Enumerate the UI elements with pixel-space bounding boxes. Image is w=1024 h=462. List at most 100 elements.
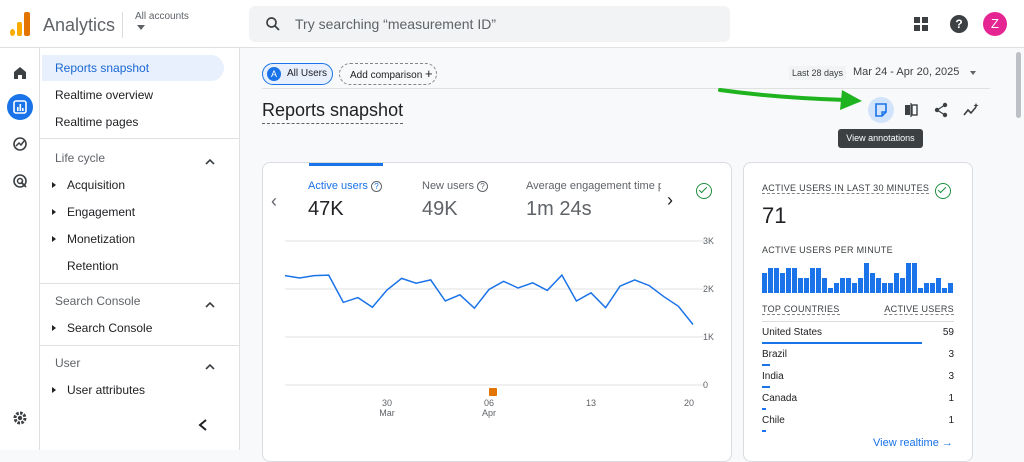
per-minute-bar[interactable] xyxy=(894,273,899,293)
series-line-active-users xyxy=(285,275,693,324)
apps-grid-icon[interactable] xyxy=(914,17,928,31)
nav-retention[interactable]: Retention xyxy=(52,259,222,273)
y-tick-label: 0 xyxy=(703,380,708,390)
nav-search-console[interactable]: Search Console xyxy=(52,321,222,335)
per-minute-bar[interactable] xyxy=(822,278,827,293)
per-minute-bar[interactable] xyxy=(888,283,893,293)
advertising-icon[interactable] xyxy=(7,168,33,194)
chevron-up-icon[interactable] xyxy=(205,359,215,373)
nav-reports-snapshot[interactable]: Reports snapshot xyxy=(42,55,224,81)
segment-letter-badge: A xyxy=(267,67,281,81)
date-range-badge[interactable]: Last 28 days xyxy=(789,66,846,80)
nav-engagement[interactable]: Engagement xyxy=(52,205,222,219)
share-icon[interactable] xyxy=(928,97,954,123)
chevron-left-icon[interactable]: ‹ xyxy=(271,191,277,212)
column-header-active-users[interactable]: ACTIVE USERS xyxy=(884,304,954,315)
check-circle-icon[interactable] xyxy=(696,183,712,199)
view-realtime-link[interactable]: View realtime → xyxy=(873,437,953,449)
add-comparison-button[interactable]: Add comparison + xyxy=(339,63,437,85)
search-input[interactable] xyxy=(295,6,715,42)
nav-acquisition[interactable]: Acquisition xyxy=(52,178,222,192)
per-minute-bar[interactable] xyxy=(798,278,803,293)
avatar[interactable]: Z xyxy=(983,12,1007,36)
date-range-picker[interactable]: Mar 24 - Apr 20, 2025 xyxy=(853,66,959,78)
section-search-console[interactable]: Search Console xyxy=(55,294,225,308)
section-user[interactable]: User xyxy=(55,356,225,370)
per-minute-bar[interactable] xyxy=(792,268,797,293)
chevron-right-icon[interactable]: › xyxy=(667,190,673,211)
metric-avg-engagement[interactable]: Average engagement time p 1m 24s xyxy=(526,180,661,221)
divider xyxy=(262,88,990,89)
realtime-card: ACTIVE USERS IN LAST 30 MINUTES 71 ACTIV… xyxy=(743,162,973,462)
per-minute-bar[interactable] xyxy=(924,283,929,293)
chip-label: All Users xyxy=(287,68,327,79)
per-minute-bar[interactable] xyxy=(768,268,773,293)
per-minute-bar[interactable] xyxy=(882,283,887,293)
section-life-cycle[interactable]: Life cycle xyxy=(55,151,225,165)
per-minute-bar[interactable] xyxy=(786,268,791,293)
realtime-header: ACTIVE USERS IN LAST 30 MINUTES xyxy=(762,183,929,194)
per-minute-bar[interactable] xyxy=(936,278,941,293)
explore-icon[interactable] xyxy=(7,131,33,157)
x-tick-day: 20 xyxy=(684,398,694,408)
chevron-up-icon[interactable] xyxy=(205,154,215,168)
per-minute-bar[interactable] xyxy=(900,278,905,293)
per-minute-bar[interactable] xyxy=(810,268,815,293)
nav-user-attributes[interactable]: User attributes xyxy=(52,383,222,397)
reports-icon[interactable] xyxy=(7,94,33,120)
compare-columns-icon[interactable] xyxy=(898,97,924,123)
per-minute-bar[interactable] xyxy=(840,278,845,293)
per-minute-bar[interactable] xyxy=(930,283,935,293)
per-minute-bar[interactable] xyxy=(948,283,953,293)
per-minute-bar[interactable] xyxy=(774,268,779,293)
section-label: User xyxy=(55,356,80,370)
column-header-countries[interactable]: TOP COUNTRIES xyxy=(762,304,840,315)
account-picker-label[interactable]: All accounts xyxy=(135,11,189,22)
section-label: Life cycle xyxy=(55,151,105,165)
divider xyxy=(40,283,240,284)
per-minute-bar[interactable] xyxy=(942,288,947,293)
metric-new-users[interactable]: New users? 49K xyxy=(422,180,488,221)
per-minute-bar[interactable] xyxy=(870,273,875,293)
per-minute-bar[interactable] xyxy=(858,278,863,293)
nav-realtime-pages[interactable]: Realtime pages xyxy=(42,109,224,135)
settings-gear-icon[interactable] xyxy=(7,405,33,431)
collapse-chevron-left-icon[interactable] xyxy=(198,418,208,436)
chevron-up-icon[interactable] xyxy=(205,297,215,311)
all-users-chip[interactable]: A All Users xyxy=(262,63,333,85)
per-minute-bar[interactable] xyxy=(762,273,767,293)
insights-icon[interactable] xyxy=(958,97,984,123)
per-minute-bar[interactable] xyxy=(834,283,839,293)
caret-down-icon[interactable] xyxy=(970,71,976,75)
page-scrollbar[interactable] xyxy=(1016,52,1021,118)
nav-realtime-overview[interactable]: Realtime overview xyxy=(42,82,224,108)
metric-active-users[interactable]: Active users? 47K xyxy=(308,180,382,221)
home-icon[interactable] xyxy=(7,60,33,86)
per-minute-bar[interactable] xyxy=(876,278,881,293)
per-minute-bar[interactable] xyxy=(804,278,809,293)
nav-monetization[interactable]: Monetization xyxy=(52,232,222,246)
tooltip: View annotations xyxy=(838,129,923,148)
per-minute-bar[interactable] xyxy=(918,288,923,293)
caret-down-icon[interactable] xyxy=(137,25,145,30)
analytics-logo-icon[interactable] xyxy=(10,12,32,36)
help-question-icon[interactable]: ? xyxy=(371,181,382,192)
overview-card: ‹ Active users? 47K New users? 49K Avera… xyxy=(262,162,732,462)
per-minute-bar[interactable] xyxy=(864,263,869,293)
active-tab-indicator xyxy=(309,163,383,166)
per-minute-bar[interactable] xyxy=(846,278,851,293)
country-bar xyxy=(762,364,770,366)
view-annotations-icon[interactable] xyxy=(868,97,894,123)
per-minute-bar[interactable] xyxy=(828,288,833,293)
per-minute-bar[interactable] xyxy=(816,268,821,293)
per-minute-bar[interactable] xyxy=(780,273,785,293)
help-question-icon[interactable]: ? xyxy=(477,181,488,192)
help-icon[interactable]: ? xyxy=(950,15,968,33)
search-box[interactable] xyxy=(249,6,730,42)
per-minute-bar[interactable] xyxy=(912,263,917,293)
per-minute-bar[interactable] xyxy=(906,263,911,293)
per-minute-bar[interactable] xyxy=(852,283,857,293)
expand-arrow-icon xyxy=(52,209,56,215)
check-circle-icon[interactable] xyxy=(935,183,951,199)
